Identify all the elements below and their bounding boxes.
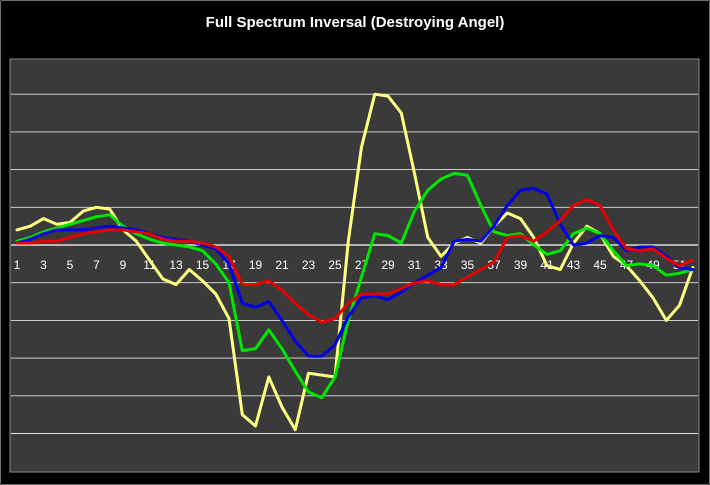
x-tick-label: 11 — [143, 258, 156, 272]
x-tick-label: 25 — [328, 258, 342, 272]
x-tick-label: 37 — [487, 258, 501, 272]
series-line-1 — [15, 92, 695, 432]
x-tick-labels: 1 3 5 7 9 11 13 15 17 19 21 23 25 27 29 31 33 35 37 39 41 43 4… — [14, 258, 687, 272]
x-tick-label: 5 — [67, 258, 74, 272]
x-tick-label: 23 — [302, 258, 316, 272]
x-tick-label: 13 — [169, 258, 183, 272]
x-tick-label: 1 — [14, 258, 21, 272]
x-tick-label: 7 — [93, 258, 100, 272]
x-tick-label: 19 — [249, 258, 263, 272]
chart-title: Full Spectrum Inversal (Destroying Angel… — [205, 14, 505, 31]
x-tick-label: 15 — [196, 258, 210, 272]
x-tick-label: 21 — [275, 258, 289, 272]
x-tick-label: 29 — [381, 258, 395, 272]
x-tick-label: 31 — [408, 258, 422, 272]
x-tick-label: 45 — [593, 258, 607, 272]
series-line-3 — [15, 186, 695, 358]
gridlines — [11, 93, 698, 434]
x-tick-label: 9 — [120, 258, 127, 272]
x-tick-label: 3 — [40, 258, 47, 272]
x-tick-label: 35 — [461, 258, 475, 272]
x-tick-label: 43 — [567, 258, 581, 272]
series-lines — [15, 92, 695, 432]
plot-area — [9, 58, 700, 473]
x-tick-label: 39 — [514, 258, 528, 272]
series-line-4 — [15, 198, 695, 324]
